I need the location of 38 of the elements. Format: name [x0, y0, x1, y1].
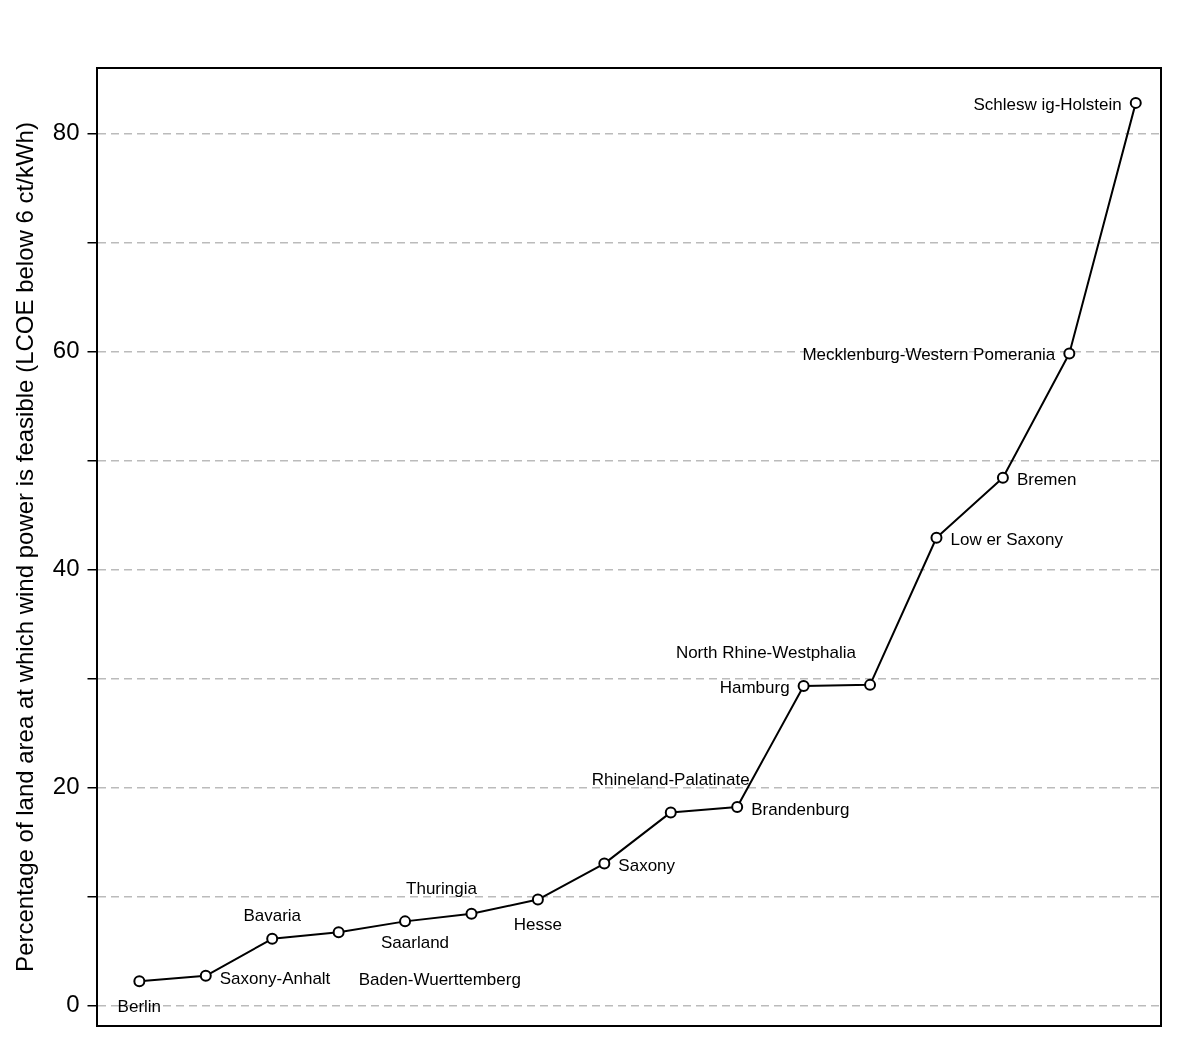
point: [664, 806, 677, 819]
y-tick-label: 80: [52, 118, 80, 146]
annotation: Low er Saxony: [950, 530, 1064, 550]
annotation: Hesse: [513, 915, 562, 935]
point: [465, 907, 478, 920]
point: [332, 926, 345, 939]
annotation: Saxony: [618, 856, 676, 876]
point: [996, 471, 1009, 484]
point: [133, 975, 146, 988]
annotation: Thuringia: [406, 879, 478, 899]
annotation: Brandenburg: [751, 799, 850, 819]
point: [1063, 347, 1076, 360]
point: [1129, 96, 1142, 109]
annotation: Baden-Wuerttemberg: [358, 969, 521, 989]
point: [864, 678, 877, 691]
y-tick-label: 60: [52, 335, 80, 363]
point: [531, 893, 544, 906]
y-tick-label: 20: [52, 771, 80, 799]
y-axis-title: Percentage of land area at which wind power is feasible (LCOE below 6 ct/kWh): [11, 122, 39, 972]
y-tick-label: 40: [52, 553, 80, 581]
annotation: Mecklenburg-Western Pomerania: [802, 345, 1056, 365]
point: [930, 531, 943, 544]
point: [399, 915, 412, 928]
annotation: Berlin: [117, 997, 162, 1016]
point: [266, 932, 279, 945]
annotation: Rhineland-Palatinate: [591, 770, 750, 790]
point: [731, 800, 744, 813]
point: [598, 857, 611, 870]
annotation: Hamburg: [719, 677, 790, 697]
annotation: Saxony-Anhalt: [219, 968, 331, 988]
annotation: Bavaria: [243, 906, 302, 926]
annotation: North Rhine-Westphalia: [675, 642, 857, 662]
y-tick-label: 0: [66, 989, 80, 1017]
annotation: Schlesw ig-Holstein: [973, 94, 1122, 114]
annotation: Bremen: [1016, 470, 1077, 490]
point: [797, 679, 810, 692]
point: [199, 969, 212, 982]
annotation: Saarland: [381, 933, 450, 953]
